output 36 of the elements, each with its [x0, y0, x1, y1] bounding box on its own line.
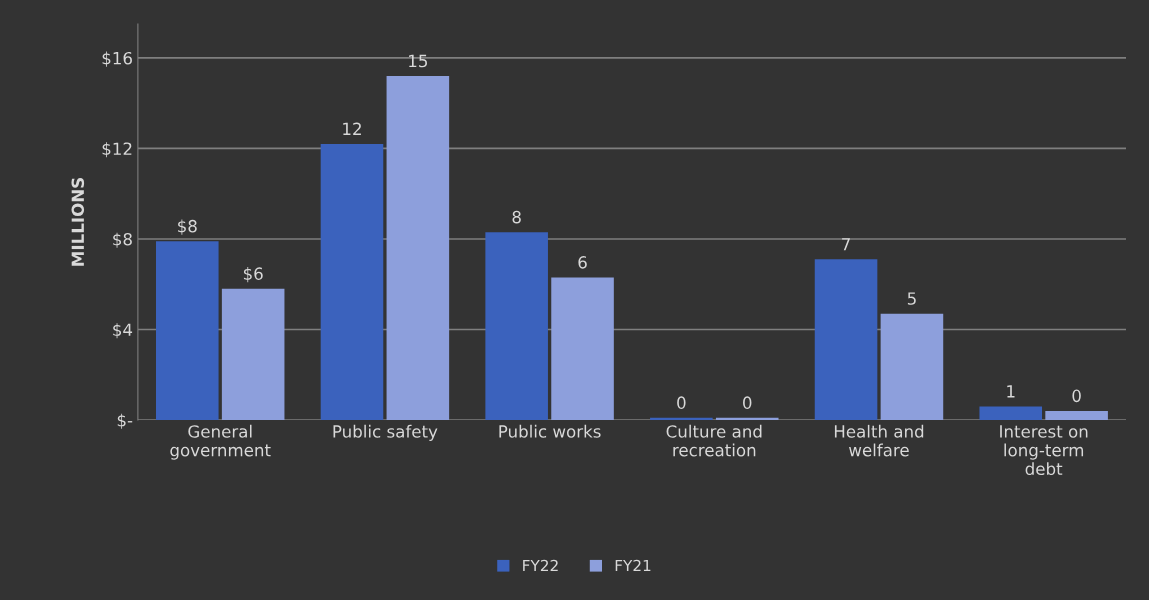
data-label: 7 [842, 238, 850, 251]
x-tick-label: Health and welfare [834, 424, 924, 457]
bar [386, 76, 450, 420]
bar [979, 406, 1043, 420]
data-label: 15 [409, 54, 427, 68]
y-axis-title: MILLIONS [71, 178, 85, 266]
bar [485, 232, 548, 420]
data-label: 5 [907, 292, 916, 305]
y-tick-label: $4 [113, 323, 133, 339]
x-tick-label: Public works [499, 424, 601, 438]
bar [1045, 410, 1108, 420]
data-label: 0 [743, 396, 752, 409]
y-tick-label: $8 [113, 232, 132, 248]
bar [814, 259, 878, 420]
bar [156, 241, 219, 420]
data-label: 8 [512, 210, 521, 224]
bar [880, 313, 944, 420]
y-tick-label: $16 [102, 51, 132, 67]
bar [551, 277, 614, 420]
x-tick-label: Culture and recreation [666, 424, 762, 457]
legend-label: FY21 [615, 559, 651, 572]
data-label: 12 [343, 122, 361, 135]
data-label: 6 [578, 256, 587, 269]
x-tick-label: Interest on long-term debt [1000, 425, 1088, 476]
y-tick-label: $- [117, 413, 133, 429]
data-label: 0 [677, 396, 686, 409]
x-tick-label: Public safety [333, 424, 438, 441]
x-tick-label: General government [170, 424, 271, 460]
data-label: 1 [1007, 385, 1015, 398]
legend-label: FY22 [523, 559, 558, 572]
bar [320, 143, 384, 420]
y-tick-label: $12 [102, 142, 132, 158]
bar [221, 288, 285, 420]
data-label: $6 [243, 267, 263, 283]
data-label: 0 [1072, 389, 1081, 403]
data-label: $8 [178, 219, 197, 235]
